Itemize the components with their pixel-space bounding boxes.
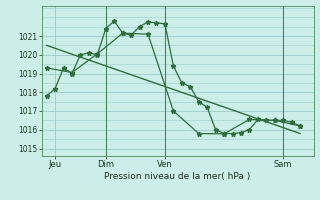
X-axis label: Pression niveau de la mer( hPa ): Pression niveau de la mer( hPa ) (104, 172, 251, 181)
